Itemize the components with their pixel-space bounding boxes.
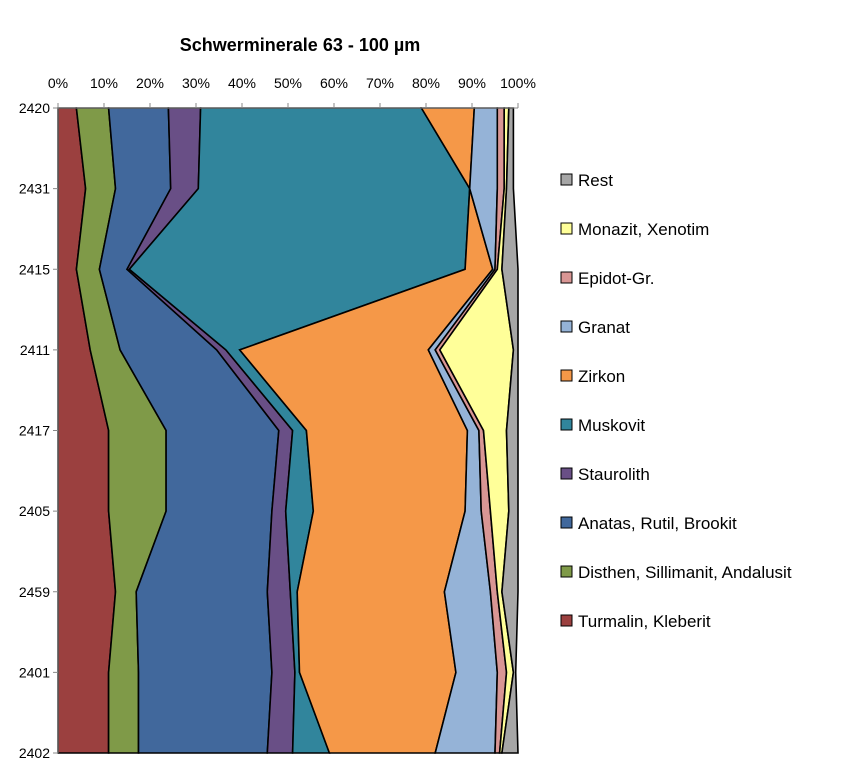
legend-swatch bbox=[560, 467, 573, 480]
axes bbox=[53, 103, 519, 754]
legend-swatch bbox=[560, 222, 573, 235]
legend-label: Turmalin, Kleberit bbox=[578, 612, 711, 631]
x-tick-label: 40% bbox=[228, 75, 256, 91]
legend-swatch bbox=[560, 565, 573, 578]
legend-label: Anatas, Rutil, Brookit bbox=[578, 514, 737, 533]
legend-item: Zirkon bbox=[560, 367, 625, 386]
band-rest bbox=[500, 107, 519, 754]
x-tick-label: 100% bbox=[500, 75, 536, 91]
x-tick-label: 60% bbox=[320, 75, 348, 91]
x-tick-label: 70% bbox=[366, 75, 394, 91]
legend-swatch bbox=[560, 173, 573, 186]
legend-swatch bbox=[560, 320, 573, 333]
legend-swatch bbox=[560, 614, 573, 627]
legend-label: Staurolith bbox=[578, 465, 650, 484]
legend-swatch bbox=[560, 369, 573, 382]
y-tick-label: 2401 bbox=[19, 664, 50, 680]
legend-swatch bbox=[560, 271, 573, 284]
y-tick-label: 2411 bbox=[20, 342, 50, 358]
y-tick-label: 2402 bbox=[19, 745, 50, 761]
chart-title: Schwerminerale 63 - 100 µm bbox=[180, 35, 421, 55]
legend-label: Disthen, Sillimanit, Andalusit bbox=[578, 563, 792, 582]
legend-swatch bbox=[560, 516, 573, 529]
legend-label: Monazit, Xenotim bbox=[578, 220, 709, 239]
legend-label: Epidot-Gr. bbox=[578, 269, 655, 288]
legend-item: Turmalin, Kleberit bbox=[560, 612, 711, 631]
y-tick-label: 2405 bbox=[19, 503, 50, 519]
x-tick-label: 80% bbox=[412, 75, 440, 91]
legend-item: Epidot-Gr. bbox=[560, 269, 655, 288]
legend-item: Rest bbox=[560, 171, 613, 190]
legend-item: Muskovit bbox=[560, 416, 645, 435]
x-tick-label: 0% bbox=[48, 75, 68, 91]
legend-swatch bbox=[560, 418, 573, 431]
x-tick-label: 90% bbox=[458, 75, 486, 91]
x-tick-label: 10% bbox=[90, 75, 118, 91]
stacked-area-bands bbox=[57, 107, 519, 754]
legend-item: Disthen, Sillimanit, Andalusit bbox=[560, 563, 792, 582]
legend-label: Zirkon bbox=[578, 367, 625, 386]
y-tick-label: 2420 bbox=[19, 100, 50, 116]
y-tick-label: 2417 bbox=[19, 423, 50, 439]
legend-item: Granat bbox=[560, 318, 630, 337]
legend: Rest Monazit, Xenotim Epidot-Gr. Granat Zirk… bbox=[560, 171, 792, 631]
x-tick-label: 30% bbox=[182, 75, 210, 91]
legend-label: Rest bbox=[578, 171, 613, 190]
y-tick-label: 2459 bbox=[19, 584, 50, 600]
x-axis-tick-labels: 0% 10% 20% 30% 40% 50% 60% 70% 80% 90% 100% bbox=[48, 75, 536, 91]
y-tick-label: 2415 bbox=[19, 261, 50, 277]
legend-item: Monazit, Xenotim bbox=[560, 220, 709, 239]
legend-label: Granat bbox=[578, 318, 630, 337]
x-tick-label: 20% bbox=[136, 75, 164, 91]
y-axis-tick-labels: 2420 2431 2415 2411 2417 2405 2459 2401 2402 bbox=[19, 100, 50, 761]
y-tick-label: 2431 bbox=[19, 181, 50, 197]
legend-item: Staurolith bbox=[560, 465, 650, 484]
legend-item: Anatas, Rutil, Brookit bbox=[560, 514, 737, 533]
legend-label: Muskovit bbox=[578, 416, 645, 435]
x-tick-label: 50% bbox=[274, 75, 302, 91]
